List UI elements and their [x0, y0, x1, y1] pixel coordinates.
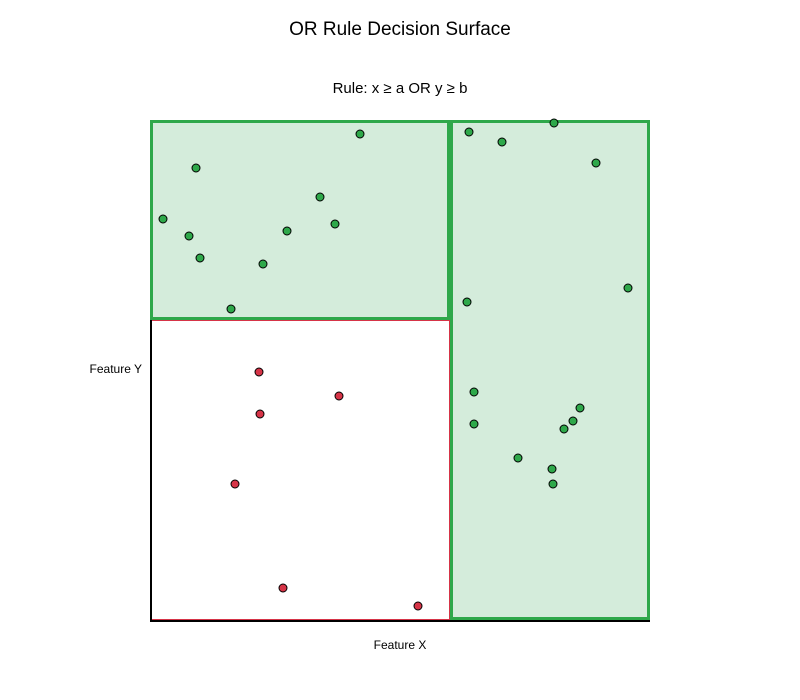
chart-title: OR Rule Decision Surface	[289, 19, 511, 40]
positive-point	[315, 192, 325, 202]
positive-point	[469, 387, 479, 397]
positive-point	[548, 479, 558, 489]
positive-point	[226, 304, 236, 314]
positive-point	[330, 219, 340, 229]
positive-point	[195, 253, 205, 263]
positive-point	[191, 163, 201, 173]
positive-point	[464, 127, 474, 137]
positive-region	[450, 120, 650, 620]
positive-point	[462, 297, 472, 307]
chart-subtitle: Rule: x ≥ a OR y ≥ b	[332, 80, 468, 97]
positive-point	[549, 118, 559, 128]
negative-point	[334, 391, 344, 401]
positive-region-border	[150, 120, 450, 320]
positive-point	[158, 214, 168, 224]
y-axis-label: Feature Y	[89, 362, 142, 376]
positive-point	[591, 158, 601, 168]
positive-point	[575, 403, 585, 413]
positive-point	[469, 419, 479, 429]
positive-point	[547, 464, 557, 474]
positive-point	[559, 424, 569, 434]
negative-point	[255, 409, 265, 419]
positive-point	[497, 137, 507, 147]
negative-region	[150, 320, 450, 620]
decision-regions	[150, 120, 650, 620]
positive-region	[150, 120, 450, 320]
positive-point	[623, 283, 633, 293]
positive-point	[258, 259, 268, 269]
positive-point	[568, 416, 578, 426]
data-points	[158, 118, 633, 611]
x-axis-label: Feature X	[373, 638, 427, 652]
positive-point	[282, 226, 292, 236]
negative-point	[254, 367, 264, 377]
positive-point	[513, 453, 523, 463]
positive-point	[184, 231, 194, 241]
negative-point	[413, 601, 423, 611]
negative-point	[278, 583, 288, 593]
positive-point	[355, 129, 365, 139]
negative-point	[230, 479, 240, 489]
